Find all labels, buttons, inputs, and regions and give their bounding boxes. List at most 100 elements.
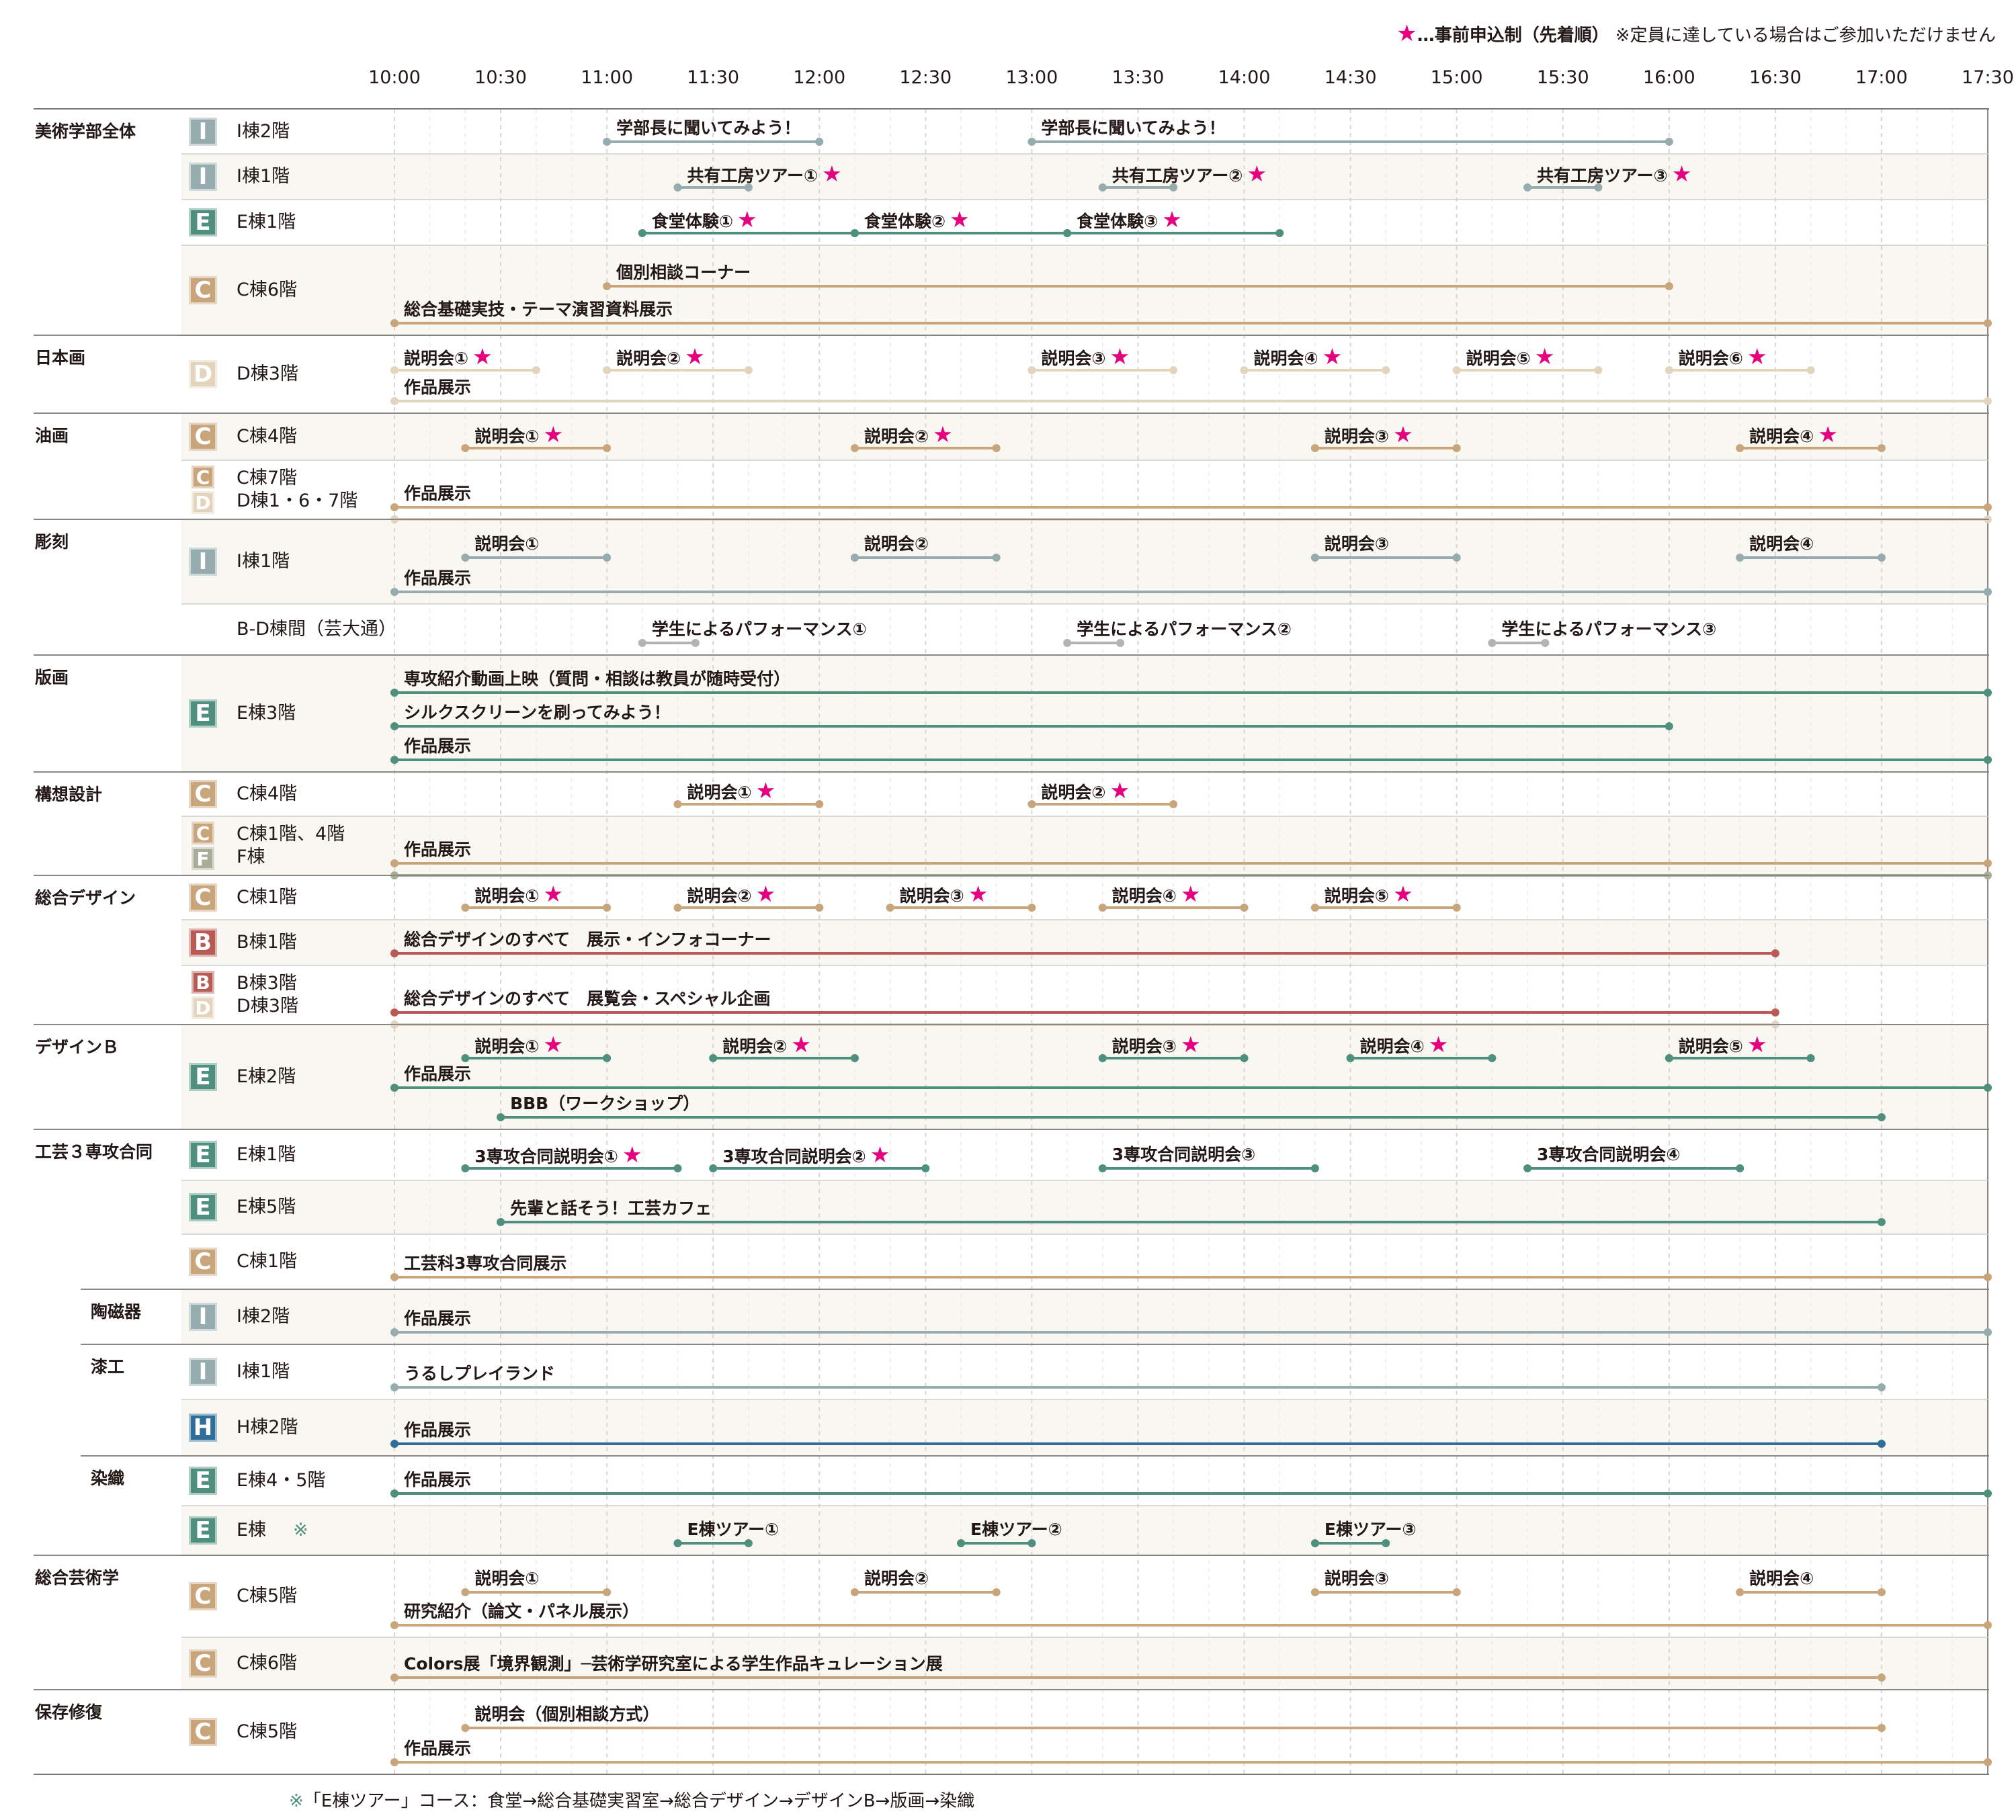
event-start-dot [390, 1008, 398, 1016]
event-start-dot [1027, 800, 1036, 808]
event-end-dot [1984, 1489, 1992, 1498]
event-start-dot [850, 554, 859, 562]
event-end-dot [992, 1588, 1001, 1596]
event-label: 説明会④ [1749, 534, 1814, 554]
event-label: 説明会① [474, 534, 540, 554]
building-e-icon: E [189, 1516, 217, 1545]
reservation-star-icon: ★ [1393, 881, 1413, 907]
event-start-dot [673, 183, 682, 191]
event-label: E棟ツアー② [970, 1520, 1062, 1539]
event-label: E棟ツアー③ [1324, 1520, 1417, 1539]
event-end-dot [744, 183, 753, 191]
event-label: 3専攻合同説明会④ [1537, 1145, 1681, 1164]
reservation-star-icon: ★ [1322, 343, 1343, 370]
event-start-dot [1452, 366, 1461, 374]
event-end-dot [1984, 1084, 1992, 1092]
event-end-dot [1984, 588, 1992, 596]
floor-label: B棟3階 [237, 973, 297, 994]
section-name: 総合デザイン [35, 888, 136, 908]
building-i-icon: I [189, 117, 217, 146]
time-tick-label: 12:30 [899, 67, 952, 88]
event-label: 食堂体験② ★ [864, 206, 970, 232]
floor-label: E棟4・5階 [237, 1470, 326, 1491]
section-name: 油画 [35, 426, 69, 445]
event-label: 作品展示 [404, 484, 472, 503]
event-end-dot [1169, 800, 1178, 808]
event-start-dot [1098, 1054, 1107, 1062]
event-label: 説明会① ★ [474, 881, 564, 907]
legend: ★…事前申込制（先着順） ※定員に達している場合はご参加いただけません [1396, 20, 1996, 47]
event-end-dot [1806, 1054, 1815, 1062]
event-end-dot [1877, 1218, 1886, 1226]
event-start-dot [709, 1054, 718, 1062]
event-end-dot [1541, 639, 1550, 647]
event-end-dot [1382, 366, 1390, 374]
time-tick-label: 17:00 [1855, 67, 1908, 88]
floor-label: H棟2階 [237, 1417, 298, 1438]
building-c-icon: C [189, 276, 217, 304]
event-end-dot [1665, 722, 1673, 730]
reservation-star-icon: ★ [1180, 1031, 1201, 1057]
row-shade [181, 1180, 1989, 1234]
event-end-dot [1877, 1383, 1886, 1391]
event-end-dot [603, 1054, 612, 1062]
floor-label: D棟3階 [237, 996, 298, 1016]
event-end-dot [1452, 554, 1461, 562]
building-i-icon: I [189, 163, 217, 191]
event-end-dot [1452, 444, 1461, 452]
event-start-dot [390, 949, 398, 957]
section-name: 版画 [35, 668, 69, 687]
floor-label: I棟1階 [237, 551, 290, 572]
section-name: 美術学部全体 [35, 122, 136, 141]
event-label: 説明会② ★ [722, 1031, 811, 1057]
event-start-dot [638, 229, 646, 237]
event-label: 総合デザインのすべて 展覧会・スペシャル企画 [404, 989, 771, 1008]
event-label: 3専攻合同説明会③ [1111, 1145, 1256, 1164]
event-start-dot [390, 1758, 398, 1766]
event-label: 作品展示 [404, 736, 472, 756]
event-start-dot [390, 1440, 398, 1448]
event-start-dot [497, 1113, 505, 1121]
event-start-dot [390, 319, 398, 327]
reservation-star-icon: ★ [1247, 161, 1267, 187]
event-end-dot [1877, 1674, 1886, 1682]
time-tick-label: 16:00 [1642, 67, 1695, 88]
event-label: 説明会② [864, 1569, 929, 1588]
event-start-dot [390, 588, 398, 596]
event-label: 学生によるパフォーマンス③ [1501, 619, 1717, 639]
event-start-dot [390, 397, 398, 405]
event-label: うるしプレイランド [404, 1364, 556, 1383]
time-tick-label: 15:30 [1536, 67, 1589, 88]
event-start-dot [673, 1539, 682, 1547]
event-label: 作品展示 [404, 1420, 472, 1440]
footnote: ※「E棟ツアー」コース：食堂→総合基礎実習室→総合デザイン→デザインB→版画→染… [289, 1787, 974, 1812]
event-label: 総合デザインのすべて 展示・インフォコーナー [404, 930, 771, 949]
event-start-dot [850, 444, 859, 452]
event-start-dot [390, 1273, 398, 1281]
event-start-dot [1736, 1588, 1745, 1596]
event-label: 作品展示 [404, 1064, 472, 1084]
subsection-name: 染織 [91, 1469, 125, 1488]
building-i-icon: I [189, 1303, 217, 1331]
floor-label: C棟1階、4階 [237, 824, 345, 844]
reservation-star-icon: ★ [737, 206, 757, 232]
building-e-icon: E [189, 699, 217, 728]
event-end-dot [744, 366, 753, 374]
event-start-dot [461, 904, 470, 912]
event-end-dot [1877, 444, 1886, 452]
event-end-dot [1310, 1164, 1319, 1172]
event-end-dot [921, 1164, 930, 1172]
event-end-dot [1984, 1328, 1992, 1336]
event-start-dot [1736, 444, 1745, 452]
event-end-dot [1984, 756, 1992, 764]
event-label: 3専攻合同説明会① ★ [474, 1141, 642, 1168]
event-end-dot [1169, 183, 1178, 191]
event-end-dot [744, 1539, 753, 1547]
time-tick-label: 14:30 [1324, 67, 1377, 88]
floor-label: C棟5階 [237, 1586, 298, 1606]
legend-star-icon: ★ [1396, 20, 1417, 47]
event-end-dot [1027, 904, 1036, 912]
row-shade [181, 154, 1989, 200]
building-e-icon: E [189, 1193, 217, 1221]
